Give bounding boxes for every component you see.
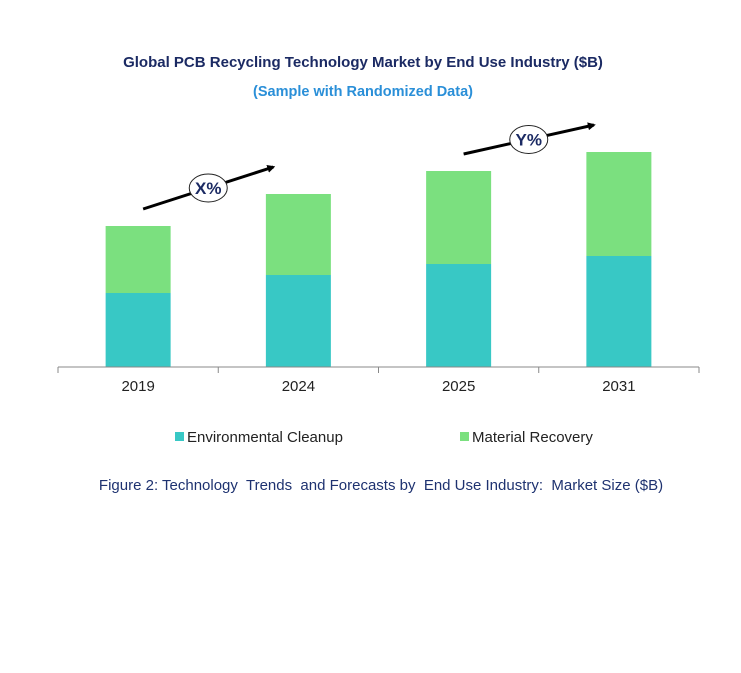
legend-swatch-material-recovery <box>460 432 469 441</box>
chart-subtitle: (Sample with Randomized Data) <box>253 84 473 100</box>
growth-label-ellipse <box>509 125 549 154</box>
legend-swatch-environmental-cleanup <box>175 432 184 441</box>
x-tick-label: 2031 <box>602 378 635 395</box>
legend: Environmental Cleanup Material Recovery <box>175 429 593 446</box>
chart-title: Global PCB Recycling Technology Market b… <box>123 54 603 71</box>
growth-label: X% <box>195 179 221 198</box>
growth-label-ellipse <box>188 173 228 203</box>
legend-label-material-recovery: Material Recovery <box>472 429 593 446</box>
bar-2031-material-recovery <box>586 152 652 256</box>
growth-label: Y% <box>516 131 542 150</box>
bar-2019-material-recovery <box>105 226 171 293</box>
bar-2025-environmental-cleanup <box>426 264 492 367</box>
legend-label-environmental-cleanup: Environmental Cleanup <box>187 429 343 446</box>
x-tick-label: 2024 <box>282 378 315 395</box>
x-tick-label: 2025 <box>442 378 475 395</box>
bar-2024-material-recovery <box>265 194 331 275</box>
bar-2024-environmental-cleanup <box>265 275 331 367</box>
figure-caption: Figure 2: Technology Trends and Forecast… <box>99 477 663 494</box>
x-tick-label: 2019 <box>121 378 154 395</box>
bar-2025-material-recovery <box>426 171 492 264</box>
bar-2019-environmental-cleanup <box>105 293 171 367</box>
bar-2031-environmental-cleanup <box>586 256 652 367</box>
